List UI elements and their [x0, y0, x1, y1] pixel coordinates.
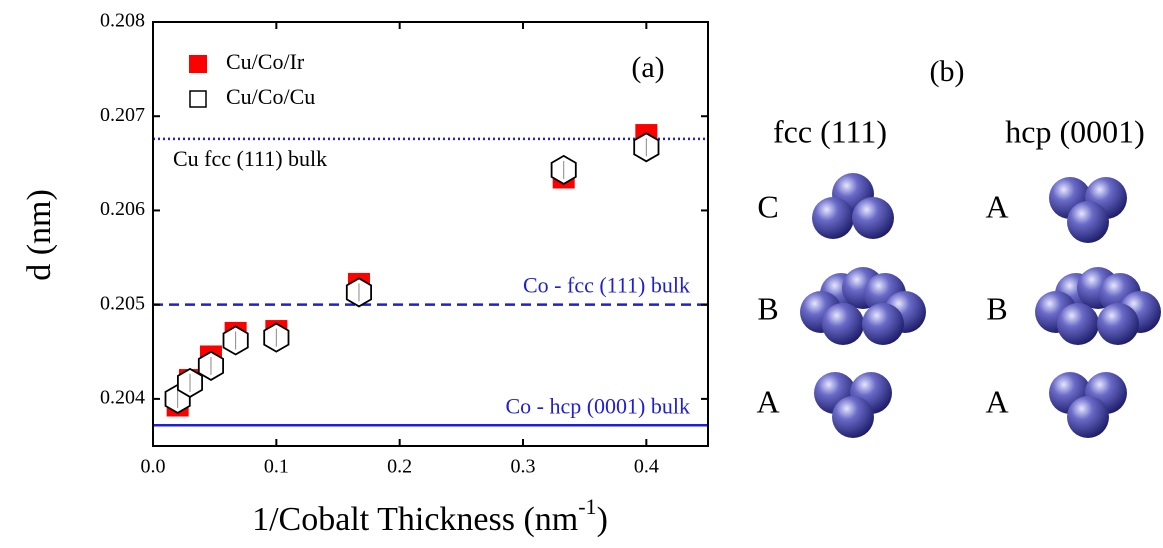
layer-label: A [985, 383, 1008, 419]
x-tick-label: 0.0 [141, 456, 166, 478]
column-title: hcp (0001) [1005, 113, 1145, 149]
x-tick-label: 0.1 [264, 456, 289, 478]
atom [1067, 201, 1109, 243]
column-title: fcc (111) [773, 113, 887, 149]
legend-label: Cu/Co/Cu [226, 84, 315, 109]
atom [852, 197, 894, 239]
layer-label: B [986, 290, 1007, 326]
legend-marker [189, 55, 207, 73]
y-tick-label: 0.207 [100, 104, 145, 126]
atom [1067, 396, 1109, 438]
panel-label: (a) [631, 51, 664, 84]
legend-marker [189, 90, 207, 108]
y-axis-title: d (nm) [21, 189, 58, 281]
atom [862, 303, 904, 345]
x-tick-label: 0.4 [634, 456, 659, 478]
atom [1057, 303, 1099, 345]
x-tick-label: 0.2 [387, 456, 412, 478]
atom [822, 303, 864, 345]
layer-label: B [757, 290, 778, 326]
series [164, 132, 660, 414]
atom [832, 396, 874, 438]
y-tick-label: 0.204 [100, 386, 145, 408]
x-axis-title-sup: -1 [578, 494, 596, 519]
x-tick-label: 0.3 [511, 456, 536, 478]
layer-label: C [757, 188, 778, 224]
x-axis-title: 1/Cobalt Thickness (nm-1) [252, 494, 608, 538]
y-tick-label: 0.208 [100, 10, 145, 32]
layer-label: A [756, 383, 779, 419]
panel-label: (b) [930, 55, 965, 88]
reference-label: Co - fcc (111) bulk [523, 273, 690, 298]
reference-label: Cu fcc (111) bulk [173, 146, 327, 171]
x-axis-title-close: ) [597, 501, 608, 538]
plot-frame [152, 21, 709, 447]
reference-label: Co - hcp (0001) bulk [505, 393, 690, 418]
layer-label: A [985, 188, 1008, 224]
x-axis-title-text: 1/Cobalt Thickness (nm [252, 501, 578, 538]
y-tick-label: 0.206 [100, 198, 145, 220]
legend-label: Cu/Co/Ir [226, 49, 305, 74]
y-tick-label: 0.205 [100, 292, 145, 314]
atom [1097, 303, 1139, 345]
atom [812, 197, 854, 239]
